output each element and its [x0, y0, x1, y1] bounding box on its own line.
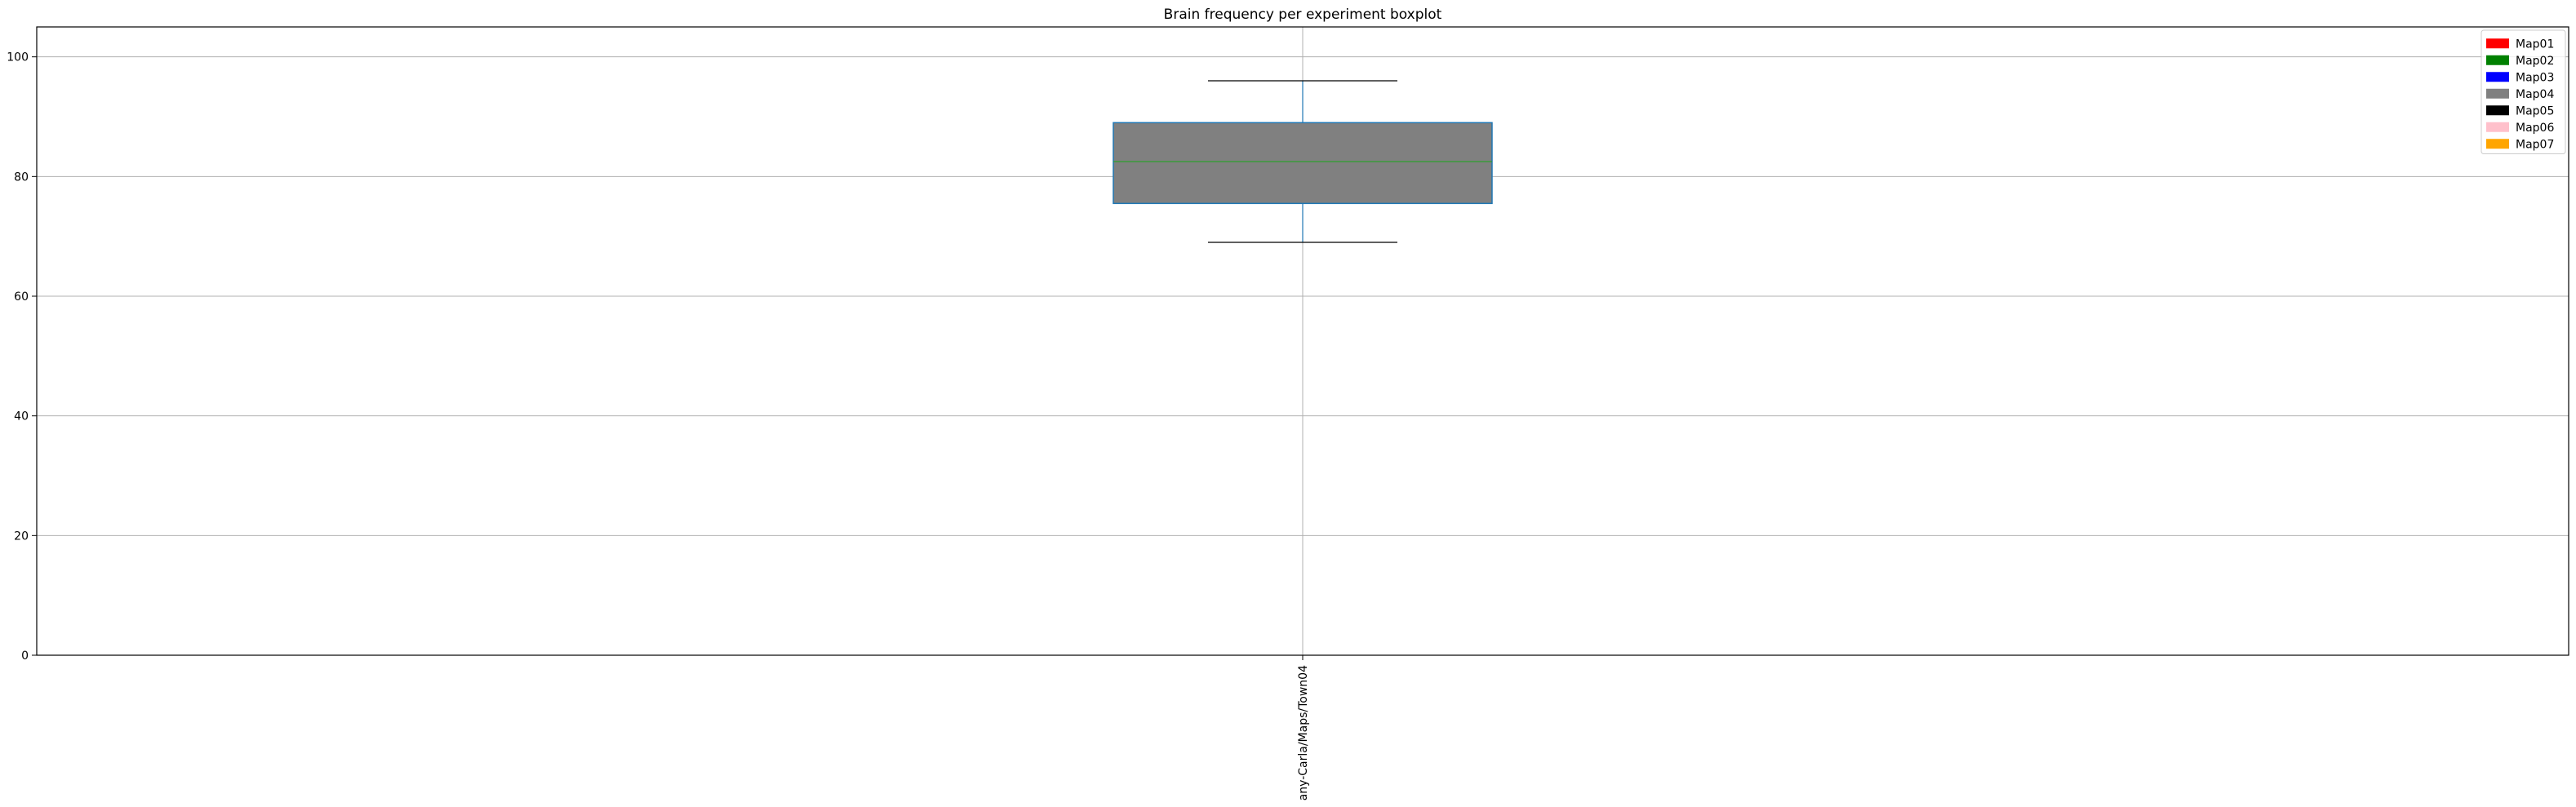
- legend-label: Map02: [2516, 55, 2554, 68]
- y-tick-label: 0: [21, 650, 29, 663]
- legend-label: Map04: [2516, 88, 2554, 101]
- legend-swatch: [2486, 88, 2509, 99]
- legend-label: Map06: [2516, 122, 2554, 135]
- legend-swatch: [2486, 38, 2509, 49]
- legend-label: Map07: [2516, 138, 2554, 151]
- axis-ticks: 0 20 40 60 80 100 any-Carla/Maps/Town04: [7, 51, 1310, 801]
- y-tick-label: 80: [14, 171, 29, 184]
- x-tick-label: any-Carla/Maps/Town04: [1297, 665, 1310, 800]
- chart-title: Brain frequency per experiment boxplot: [1164, 7, 1442, 23]
- box-body: [1113, 122, 1493, 205]
- y-tick-label: 20: [14, 530, 29, 543]
- legend-swatch: [2486, 55, 2509, 65]
- y-tick-label: 100: [7, 51, 29, 64]
- legend-swatch: [2486, 105, 2509, 116]
- y-tick-label: 40: [14, 410, 29, 423]
- legend-swatch: [2486, 72, 2509, 82]
- legend-swatch: [2486, 139, 2509, 149]
- legend-label: Map03: [2516, 71, 2554, 84]
- legend-label: Map01: [2516, 38, 2554, 51]
- legend: Map01 Map02 Map03 Map04 Map05 Map06 Map07: [2481, 29, 2566, 154]
- legend-label: Map05: [2516, 104, 2554, 118]
- y-tick-label: 60: [14, 290, 29, 304]
- box-series: [1113, 80, 1493, 243]
- legend-swatch: [2486, 122, 2509, 132]
